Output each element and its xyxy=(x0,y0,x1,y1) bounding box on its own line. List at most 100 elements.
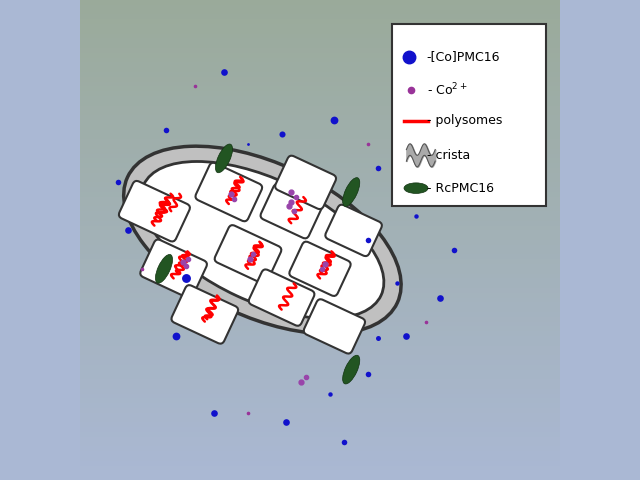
FancyBboxPatch shape xyxy=(249,269,314,326)
Bar xyxy=(80,422,560,427)
Bar xyxy=(80,370,560,374)
Bar xyxy=(80,62,560,67)
Bar xyxy=(80,144,560,149)
Bar xyxy=(80,168,560,173)
Bar xyxy=(80,365,560,370)
FancyBboxPatch shape xyxy=(260,184,322,239)
Bar xyxy=(80,154,560,158)
Bar xyxy=(80,206,560,211)
Bar xyxy=(80,302,560,307)
Text: - polysomes: - polysomes xyxy=(427,114,502,127)
Bar xyxy=(80,355,560,360)
Bar xyxy=(80,360,560,365)
Bar xyxy=(80,384,560,389)
Bar xyxy=(80,10,560,14)
Bar xyxy=(80,178,560,182)
FancyBboxPatch shape xyxy=(195,163,262,221)
Bar xyxy=(80,115,560,120)
Bar xyxy=(80,451,560,456)
Bar xyxy=(80,293,560,298)
Bar xyxy=(80,14,560,19)
Bar xyxy=(80,418,560,422)
Bar xyxy=(80,24,560,29)
Bar xyxy=(80,240,560,245)
Bar xyxy=(80,202,560,206)
Bar xyxy=(80,187,560,192)
Bar xyxy=(80,475,560,480)
Bar xyxy=(80,106,560,110)
Bar xyxy=(80,398,560,403)
Bar xyxy=(80,394,560,398)
FancyBboxPatch shape xyxy=(172,285,238,344)
Bar xyxy=(80,197,560,202)
Bar xyxy=(80,254,560,259)
Bar xyxy=(80,278,560,283)
FancyBboxPatch shape xyxy=(304,299,365,354)
Text: - crista: - crista xyxy=(427,149,470,162)
Ellipse shape xyxy=(124,146,401,334)
Bar xyxy=(80,139,560,144)
Bar xyxy=(80,226,560,230)
Bar xyxy=(80,96,560,101)
Bar xyxy=(80,350,560,355)
Bar xyxy=(80,331,560,336)
Bar xyxy=(80,427,560,432)
Bar xyxy=(80,130,560,134)
Bar xyxy=(80,461,560,466)
Bar xyxy=(80,456,560,461)
Text: -[Co]PMC16: -[Co]PMC16 xyxy=(427,50,500,63)
Bar xyxy=(80,250,560,254)
Bar xyxy=(80,235,560,240)
Bar xyxy=(80,34,560,38)
Bar xyxy=(80,110,560,115)
Bar xyxy=(80,442,560,446)
Bar xyxy=(80,389,560,394)
Bar xyxy=(80,48,560,53)
Bar xyxy=(80,38,560,43)
Bar xyxy=(80,0,560,5)
Bar xyxy=(80,72,560,77)
Bar xyxy=(80,245,560,250)
Bar xyxy=(80,101,560,106)
Bar xyxy=(80,58,560,62)
Bar xyxy=(80,307,560,312)
Bar xyxy=(80,19,560,24)
Bar xyxy=(80,134,560,139)
Bar xyxy=(80,437,560,442)
Bar xyxy=(80,29,560,34)
Bar xyxy=(80,379,560,384)
Bar xyxy=(80,125,560,130)
Bar xyxy=(80,274,560,278)
Bar xyxy=(80,322,560,326)
Bar xyxy=(80,312,560,317)
Bar xyxy=(80,182,560,187)
Bar xyxy=(80,158,560,163)
Bar xyxy=(80,408,560,413)
Bar xyxy=(80,259,560,264)
Bar xyxy=(80,288,560,293)
FancyBboxPatch shape xyxy=(392,24,545,206)
Bar xyxy=(80,446,560,451)
FancyBboxPatch shape xyxy=(214,225,282,284)
Bar xyxy=(80,53,560,58)
Bar xyxy=(80,346,560,350)
FancyBboxPatch shape xyxy=(325,204,382,256)
FancyBboxPatch shape xyxy=(275,156,336,209)
Bar xyxy=(80,374,560,379)
Bar xyxy=(80,221,560,226)
Bar xyxy=(80,269,560,274)
Bar xyxy=(80,86,560,91)
Text: - RcPMC16: - RcPMC16 xyxy=(427,181,493,195)
Ellipse shape xyxy=(342,178,360,206)
Bar xyxy=(80,264,560,269)
Bar xyxy=(80,413,560,418)
FancyBboxPatch shape xyxy=(289,241,351,296)
Text: - Co$^{2+}$: - Co$^{2+}$ xyxy=(427,82,467,98)
Bar xyxy=(80,403,560,408)
Bar xyxy=(80,163,560,168)
Bar xyxy=(80,91,560,96)
Ellipse shape xyxy=(141,161,384,319)
Bar xyxy=(80,173,560,178)
Bar xyxy=(80,336,560,341)
Bar xyxy=(80,43,560,48)
